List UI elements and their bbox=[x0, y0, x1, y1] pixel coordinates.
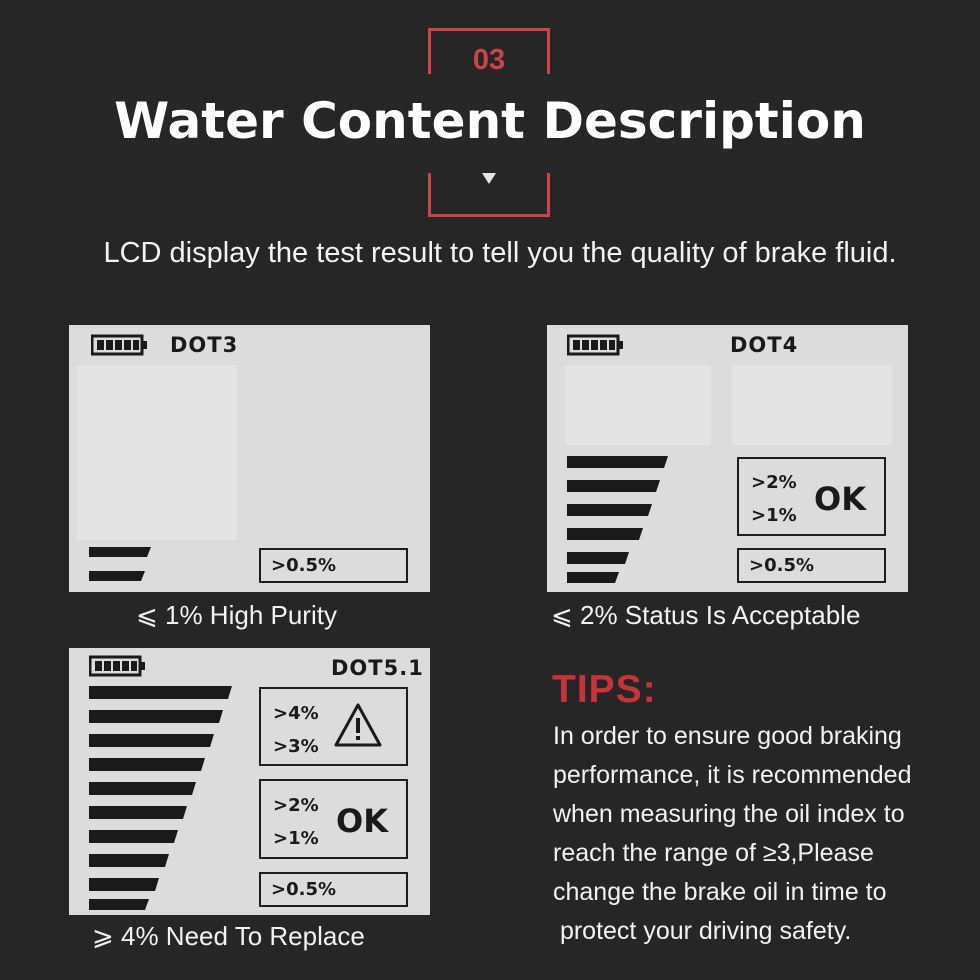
triangle-down-icon bbox=[482, 173, 496, 184]
tips-line: protect your driving safety. bbox=[553, 917, 852, 945]
lcd-ghost-segment bbox=[77, 365, 237, 540]
badge-frame-top bbox=[428, 28, 550, 74]
level-bars bbox=[567, 456, 668, 583]
section-number: 03 bbox=[472, 44, 506, 76]
threshold-label-bottom: >1% bbox=[273, 828, 319, 849]
ok-indicator: OK bbox=[336, 802, 388, 840]
caption-dot5-1: ⩾ 4% Need To Replace bbox=[92, 921, 365, 951]
warning-icon bbox=[334, 703, 382, 747]
level-bars bbox=[89, 547, 151, 581]
caption-dot4: ⩽ 2% Status Is Acceptable bbox=[551, 600, 861, 630]
threshold-box-3-4: >4% >3% bbox=[259, 687, 408, 766]
threshold-label: >0.5% bbox=[271, 879, 337, 900]
caption-dot3: ⩽ 1% High Purity bbox=[136, 600, 337, 630]
badge-frame-bottom bbox=[428, 173, 550, 217]
tips-heading: TIPS: bbox=[552, 668, 657, 711]
fluid-type-label: DOT4 bbox=[730, 333, 799, 357]
battery-icon bbox=[567, 334, 623, 356]
lcd-panel-dot5-1: DOT5.1 >4% >3% >2% >1% OK >0.5% bbox=[69, 648, 430, 915]
threshold-label: >0.5% bbox=[749, 555, 815, 576]
threshold-box-0-5: >0.5% bbox=[259, 872, 408, 907]
threshold-label: >0.5% bbox=[271, 555, 337, 576]
threshold-label-top: >2% bbox=[273, 795, 319, 816]
threshold-label-bottom: >1% bbox=[751, 505, 797, 526]
tips-line: performance, it is recommended bbox=[553, 761, 912, 789]
threshold-box-0-5: >0.5% bbox=[259, 548, 408, 583]
tips-line: change the brake oil in time to bbox=[553, 878, 887, 906]
tips-line: reach the range of ≥3,Please bbox=[553, 839, 874, 867]
ok-indicator: OK bbox=[814, 480, 866, 518]
lcd-panel-dot4: DOT4 >2% >1% OK >0.5% bbox=[547, 325, 908, 592]
threshold-box-1-2: >2% >1% OK bbox=[737, 457, 886, 536]
level-bars bbox=[89, 686, 232, 910]
lcd-ghost-segment bbox=[565, 365, 711, 445]
tips-line: In order to ensure good braking bbox=[553, 722, 902, 750]
fluid-type-label: DOT3 bbox=[170, 333, 239, 357]
tips-line: when measuring the oil index to bbox=[553, 800, 905, 828]
fluid-type-label: DOT5.1 bbox=[331, 656, 424, 680]
threshold-box-0-5: >0.5% bbox=[737, 548, 886, 583]
battery-icon bbox=[91, 334, 147, 356]
threshold-box-1-2: >2% >1% OK bbox=[259, 779, 408, 859]
page-subtitle: LCD display the test result to tell you … bbox=[103, 237, 897, 269]
lcd-panel-dot3: DOT3 >0.5% bbox=[69, 325, 430, 592]
page-title: Water Content Description bbox=[114, 92, 866, 150]
battery-icon bbox=[89, 655, 145, 677]
threshold-label-bottom: >3% bbox=[273, 736, 319, 757]
lcd-ghost-segment bbox=[732, 365, 892, 445]
threshold-label-top: >4% bbox=[273, 703, 319, 724]
threshold-label-top: >2% bbox=[751, 472, 797, 493]
